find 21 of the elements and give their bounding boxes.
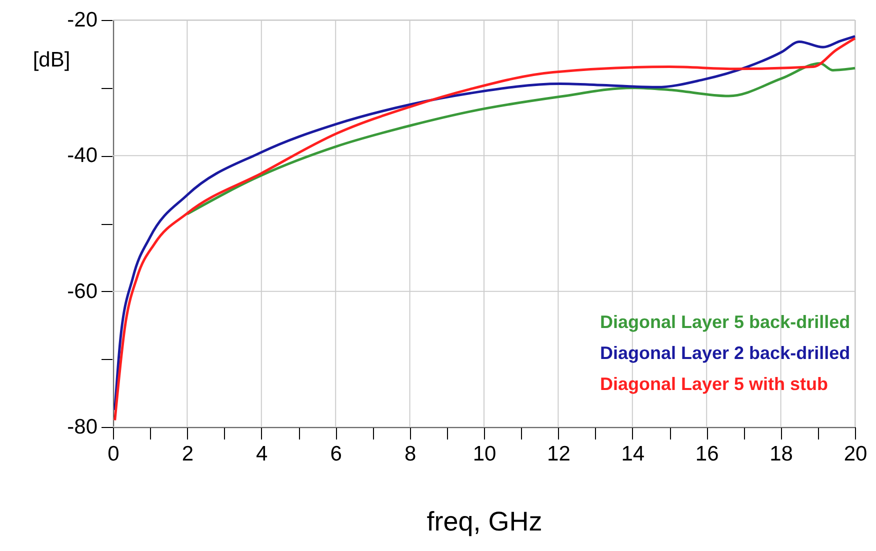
- text: Diagonal Layer 5 with stub: [600, 374, 828, 394]
- x-tick-label: 2: [182, 442, 194, 466]
- x-tick-label: 6: [330, 442, 342, 466]
- x-tick-label: 12: [547, 442, 570, 466]
- x-tick-label: 4: [256, 442, 268, 466]
- x-tick-label: 16: [695, 442, 719, 466]
- y-tick-label: -80: [67, 416, 98, 438]
- y-tick-label: -40: [67, 144, 98, 168]
- x-tick-label: 0: [108, 442, 120, 466]
- x-tick-label: 8: [404, 442, 416, 466]
- x-tick-label: 14: [621, 442, 645, 466]
- x-tick-label: 20: [844, 442, 868, 466]
- x-tick-label: 10: [472, 442, 496, 466]
- y-axis-title: [dB]: [32, 48, 70, 72]
- text: Diagonal Layer 5 back-drilled: [600, 312, 850, 332]
- x-axis-title: freq, GHz: [426, 506, 542, 536]
- x-tick-label: 18: [770, 442, 793, 466]
- y-tick-label: -60: [67, 280, 98, 303]
- text: Diagonal Layer 2 back-drilled: [600, 343, 850, 363]
- y-tick-label: -20: [67, 8, 98, 32]
- line-series: [186, 62, 856, 216]
